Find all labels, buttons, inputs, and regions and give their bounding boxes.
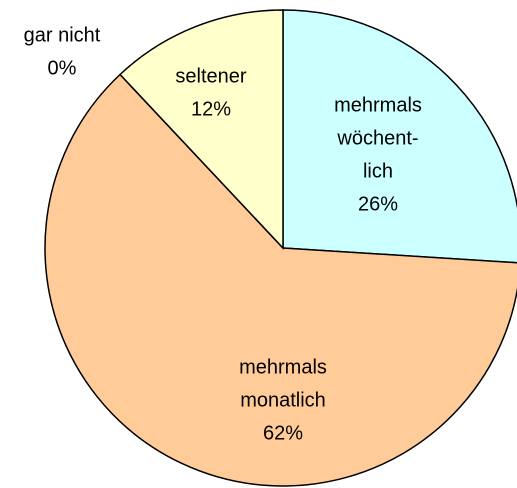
- slice-label: mehrmals: [239, 356, 327, 378]
- value-label: 26%: [358, 193, 398, 215]
- value-label: 62%: [263, 422, 303, 444]
- pie-slice: [119, 9, 284, 250]
- slice-label: monatlich: [240, 389, 326, 411]
- pie-slice: [44, 73, 517, 487]
- slice-label: lich: [363, 160, 393, 182]
- slice-label: wöchent-: [336, 127, 418, 149]
- slice-label: mehrmals: [334, 94, 422, 116]
- slice-label: gar nicht: [24, 24, 101, 46]
- value-label: 12%: [191, 98, 231, 120]
- value-label: 0%: [48, 57, 77, 79]
- slice-label: seltener: [175, 65, 246, 87]
- pie-slice: [282, 9, 517, 264]
